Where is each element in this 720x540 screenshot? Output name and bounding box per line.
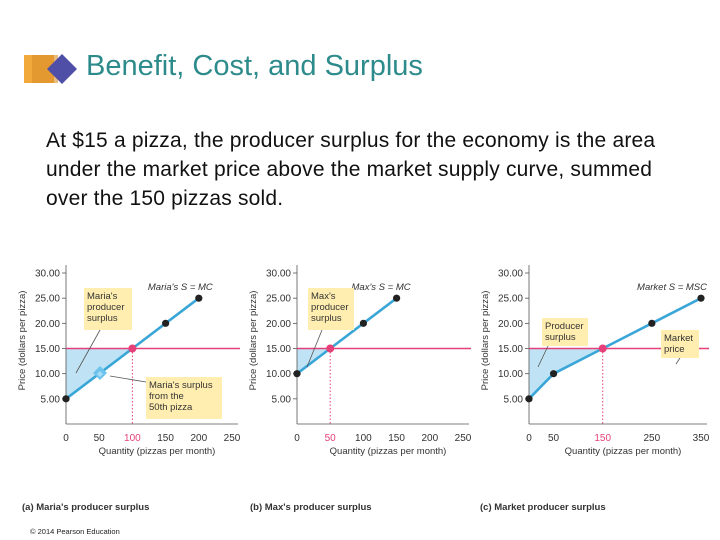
y-tick-label: 25.00 xyxy=(266,294,291,305)
y-tick-label: 30.00 xyxy=(35,269,60,280)
annotation-leader xyxy=(75,329,101,374)
supply-point xyxy=(62,395,70,403)
equilibrium-point xyxy=(326,344,335,353)
supply-point xyxy=(697,294,705,302)
annotation-producer-surplus-box xyxy=(542,318,588,346)
x-tick-label: 150 xyxy=(388,433,405,444)
annotation-max-surplus: Max's producer surplus xyxy=(311,291,349,324)
annotation-leader xyxy=(109,375,147,383)
x-tick-label: 250 xyxy=(224,433,241,444)
y-tick-label: 30.00 xyxy=(266,269,291,280)
x-tick-label: 0 xyxy=(63,433,69,444)
y-axis-label: Price (dollars per pizza) xyxy=(480,291,491,391)
chart-max: 5.00 10.00 15.00 20.00 25.00 30.00 0 50 100 150 20… xyxy=(248,265,472,513)
surplus-strip-marker-inner xyxy=(97,371,103,377)
chart-market: 5.00 10.00 15.00 20.00 25.00 30.00 0 50 150 250 35… xyxy=(480,265,710,513)
chart-maria: 5.00 10.00 15.00 20.00 25.00 30.00 0 50 100 150 20… xyxy=(17,265,241,513)
annotation-leader xyxy=(537,345,549,368)
x-tick-label: 100 xyxy=(355,433,372,444)
annotation-max-surplus-box xyxy=(308,288,354,330)
y-tick-label: 25.00 xyxy=(498,294,523,305)
x-tick-label: 250 xyxy=(455,433,472,444)
x-tick-label: 50 xyxy=(325,433,337,444)
annotation-leader xyxy=(675,357,681,365)
y-tick-label: 20.00 xyxy=(266,319,291,330)
series-name-label: Maria's S = MC xyxy=(148,282,213,293)
y-tick-label: 15.00 xyxy=(266,344,291,355)
slide-body: At $15 a pizza, the producer surplus for… xyxy=(46,129,656,210)
annotation-producer-surplus: Producer surplus xyxy=(545,321,584,343)
supply-point xyxy=(549,370,558,378)
y-tick-label: 15.00 xyxy=(498,344,523,355)
series-name-label: Max's S = MC xyxy=(352,282,411,293)
y-tick-label: 20.00 xyxy=(498,319,523,330)
chart-caption: (c) Market producer surplus xyxy=(480,502,606,513)
y-axis-label: Price (dollars per pizza) xyxy=(17,291,28,391)
supply-curve xyxy=(296,297,398,375)
x-tick-label: 50 xyxy=(94,433,106,444)
x-tick-label: 350 xyxy=(693,433,710,444)
series-name-label: Market S = MSC xyxy=(637,282,707,293)
x-tick-label: 100 xyxy=(124,433,141,444)
y-tick-label: 5.00 xyxy=(504,394,524,405)
supply-point xyxy=(525,395,533,403)
y-tick-label: 10.00 xyxy=(498,369,523,380)
x-tick-label: 50 xyxy=(548,433,560,444)
x-tick-label: 200 xyxy=(421,433,438,444)
x-tick-label: 150 xyxy=(594,433,611,444)
x-tick-label: 200 xyxy=(190,433,207,444)
y-tick-label: 10.00 xyxy=(266,369,291,380)
equilibrium-point xyxy=(598,344,607,353)
y-tick-label: 5.00 xyxy=(41,394,61,405)
annotation-maria-50th-box xyxy=(146,377,222,419)
y-axis-label: Price (dollars per pizza) xyxy=(248,291,259,391)
y-tick-label: 5.00 xyxy=(272,394,292,405)
x-tick-label: 0 xyxy=(526,433,532,444)
y-tick-label: 25.00 xyxy=(35,294,60,305)
title-bullet-icon xyxy=(24,54,77,84)
annotation-market-price: Market price xyxy=(664,333,693,355)
x-tick-label: 0 xyxy=(294,433,300,444)
y-tick-label: 10.00 xyxy=(35,369,60,380)
x-axis-label: Quantity (pizzas per month) xyxy=(330,446,447,457)
x-axis-label: Quantity (pizzas per month) xyxy=(99,446,216,457)
supply-point xyxy=(195,294,203,302)
y-tick-label: 30.00 xyxy=(498,269,523,280)
annotation-market-price-box xyxy=(661,330,699,358)
x-tick-label: 250 xyxy=(644,433,661,444)
y-tick-label: 20.00 xyxy=(35,319,60,330)
supply-point xyxy=(648,319,656,327)
annotation-maria-50th: Maria's surplus from the 50th pizza xyxy=(149,380,213,413)
charts-area: 5.00 10.00 15.00 20.00 25.00 30.00 0 50 100 150 20… xyxy=(17,265,710,513)
equilibrium-point xyxy=(128,344,137,353)
supply-point xyxy=(359,319,367,327)
annotation-maria-surplus: Maria's producer surplus xyxy=(87,291,125,324)
supply-point xyxy=(393,294,401,302)
y-tick-label: 15.00 xyxy=(35,344,60,355)
x-axis-label: Quantity (pizzas per month) xyxy=(565,446,682,457)
slide-title: Benefit, Cost, and Surplus xyxy=(86,50,423,82)
surplus-area xyxy=(529,348,603,399)
annotation-maria-surplus-box xyxy=(84,288,132,330)
copyright-note: © 2014 Pearson Education xyxy=(30,527,120,536)
chart-caption: (a) Maria's producer surplus xyxy=(22,502,149,513)
supply-point xyxy=(162,319,170,327)
annotation-leader xyxy=(306,329,323,368)
x-tick-label: 150 xyxy=(157,433,174,444)
supply-point xyxy=(293,370,301,378)
chart-caption: (b) Max's producer surplus xyxy=(250,502,372,513)
